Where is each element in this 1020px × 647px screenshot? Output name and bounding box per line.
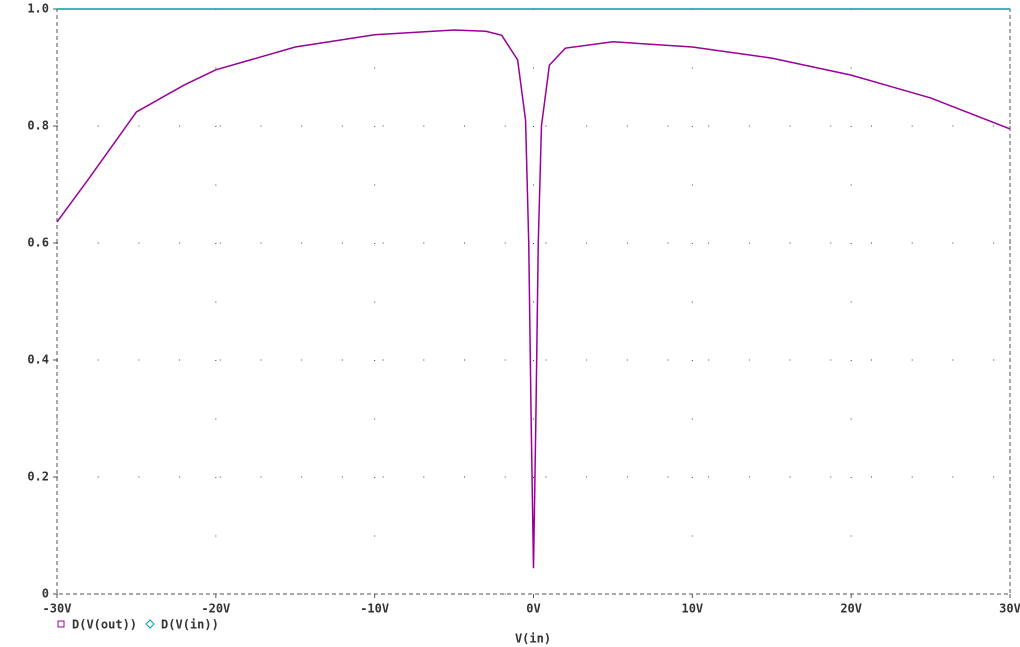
y-tick-label: 0.4 — [27, 353, 49, 367]
legend-label: D(V(in)) — [161, 618, 219, 632]
x-tick-label: -10V — [360, 602, 389, 616]
y-tick-label: 0 — [42, 587, 49, 601]
y-tick-label: 0.6 — [27, 236, 49, 250]
legend-marker — [145, 619, 155, 629]
x-axis-label: V(in) — [515, 632, 551, 646]
x-tick-label: -20V — [201, 602, 230, 616]
y-tick-label: 0.8 — [27, 119, 49, 133]
y-tick-label: 1.0 — [27, 2, 49, 16]
x-tick-label: 30V — [999, 602, 1020, 616]
series-line — [56, 29, 1011, 569]
x-tick-label: 0V — [526, 602, 540, 616]
x-tick-label: 10V — [681, 602, 703, 616]
legend-label: D(V(out)) — [72, 618, 137, 632]
x-tick-label: -30V — [43, 602, 72, 616]
y-tick-label: 0.2 — [27, 470, 49, 484]
legend-marker — [57, 620, 65, 628]
x-tick-label: 20V — [840, 602, 862, 616]
